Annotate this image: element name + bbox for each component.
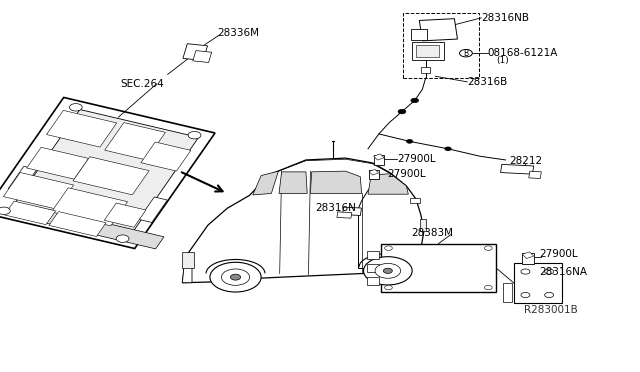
Polygon shape bbox=[182, 257, 192, 283]
Polygon shape bbox=[367, 251, 379, 259]
Text: B: B bbox=[463, 49, 468, 58]
Polygon shape bbox=[419, 19, 458, 41]
Polygon shape bbox=[369, 169, 379, 175]
Polygon shape bbox=[193, 51, 212, 62]
Polygon shape bbox=[529, 171, 541, 179]
Text: (1): (1) bbox=[496, 56, 509, 65]
Circle shape bbox=[406, 140, 413, 143]
Circle shape bbox=[375, 263, 401, 278]
Polygon shape bbox=[279, 172, 307, 193]
Text: 08168-6121A: 08168-6121A bbox=[488, 48, 558, 58]
Circle shape bbox=[188, 131, 201, 139]
Polygon shape bbox=[412, 29, 428, 40]
Polygon shape bbox=[8, 166, 37, 192]
Circle shape bbox=[545, 292, 554, 298]
Polygon shape bbox=[3, 173, 74, 209]
Bar bbox=[420, 219, 426, 231]
Text: 28212: 28212 bbox=[509, 156, 542, 166]
Polygon shape bbox=[374, 155, 384, 165]
Circle shape bbox=[460, 49, 472, 57]
Text: 27900L: 27900L bbox=[539, 249, 577, 259]
Polygon shape bbox=[4, 201, 56, 225]
Text: 28316NA: 28316NA bbox=[539, 267, 587, 276]
Circle shape bbox=[484, 246, 492, 250]
Circle shape bbox=[221, 269, 250, 285]
Text: R283001B: R283001B bbox=[524, 305, 577, 314]
Text: 27900L: 27900L bbox=[387, 169, 426, 179]
Polygon shape bbox=[310, 171, 362, 193]
Circle shape bbox=[445, 147, 451, 151]
Circle shape bbox=[411, 98, 419, 103]
Polygon shape bbox=[253, 171, 278, 195]
Polygon shape bbox=[369, 170, 378, 179]
Polygon shape bbox=[49, 212, 106, 237]
Polygon shape bbox=[183, 44, 207, 60]
Circle shape bbox=[545, 269, 554, 274]
Circle shape bbox=[383, 268, 392, 273]
Circle shape bbox=[230, 274, 241, 280]
Polygon shape bbox=[412, 42, 444, 60]
Bar bbox=[182, 252, 194, 268]
Polygon shape bbox=[0, 97, 215, 248]
Polygon shape bbox=[503, 283, 512, 302]
Circle shape bbox=[210, 262, 261, 292]
Polygon shape bbox=[47, 110, 116, 147]
Polygon shape bbox=[374, 154, 384, 160]
Polygon shape bbox=[28, 207, 164, 249]
Polygon shape bbox=[417, 45, 439, 57]
Polygon shape bbox=[182, 158, 424, 283]
Polygon shape bbox=[522, 253, 534, 264]
Polygon shape bbox=[15, 109, 198, 231]
Polygon shape bbox=[410, 198, 420, 203]
Circle shape bbox=[69, 103, 82, 111]
Polygon shape bbox=[368, 174, 408, 194]
Polygon shape bbox=[51, 188, 127, 226]
Circle shape bbox=[364, 257, 412, 285]
Circle shape bbox=[521, 292, 530, 298]
Polygon shape bbox=[421, 67, 430, 73]
Text: 28316N: 28316N bbox=[315, 203, 356, 213]
Polygon shape bbox=[381, 244, 496, 292]
Polygon shape bbox=[342, 207, 362, 215]
Text: 28383M: 28383M bbox=[412, 228, 454, 237]
Polygon shape bbox=[105, 123, 165, 160]
Circle shape bbox=[0, 207, 10, 215]
Circle shape bbox=[385, 285, 392, 290]
Circle shape bbox=[385, 246, 392, 250]
Polygon shape bbox=[139, 197, 168, 222]
Text: 27900L: 27900L bbox=[397, 154, 435, 164]
Polygon shape bbox=[522, 252, 534, 259]
Circle shape bbox=[398, 109, 406, 114]
Polygon shape bbox=[141, 142, 191, 171]
Polygon shape bbox=[337, 212, 352, 218]
Bar bbox=[403, 13, 479, 78]
Polygon shape bbox=[27, 147, 88, 179]
Polygon shape bbox=[367, 277, 379, 285]
Circle shape bbox=[116, 235, 129, 243]
Polygon shape bbox=[367, 264, 379, 272]
Text: 28316NB: 28316NB bbox=[481, 13, 529, 23]
Text: 28316B: 28316B bbox=[467, 77, 508, 87]
Polygon shape bbox=[104, 203, 146, 227]
Circle shape bbox=[521, 269, 530, 274]
Polygon shape bbox=[500, 164, 534, 174]
Polygon shape bbox=[514, 263, 562, 303]
Text: SEC.264: SEC.264 bbox=[120, 79, 164, 89]
Circle shape bbox=[484, 285, 492, 290]
Text: 28336M: 28336M bbox=[218, 28, 260, 38]
Polygon shape bbox=[73, 157, 149, 195]
